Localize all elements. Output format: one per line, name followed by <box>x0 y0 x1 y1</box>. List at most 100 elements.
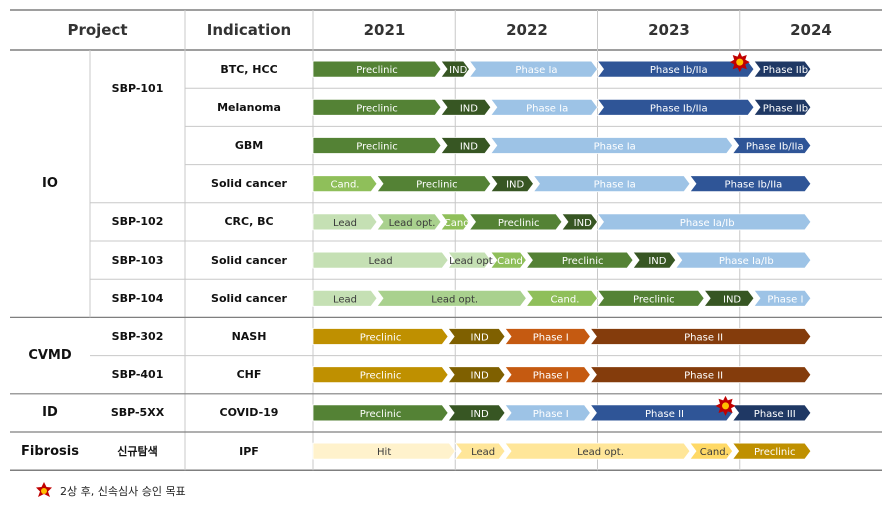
phase-label: Lead opt. <box>389 218 436 229</box>
phase-bar <box>454 442 506 460</box>
phase-label: Cand. <box>444 218 473 229</box>
phase-label: Preclinic <box>498 218 540 229</box>
phase-label: Phase IIb <box>763 65 808 76</box>
indication-label: Solid cancer <box>211 291 287 305</box>
indication-label: CHF <box>236 368 262 382</box>
phase-label: Cand. <box>331 180 360 191</box>
phase-label: Lead <box>471 447 495 458</box>
phase-bar <box>490 175 534 193</box>
phase-label: IND <box>449 65 467 76</box>
phase-label: IND <box>460 103 478 114</box>
phase-label: Phase Ib/IIa <box>725 180 783 191</box>
program-label: SBP-5XX <box>110 406 165 420</box>
program-label: 신규탐색 <box>117 445 158 459</box>
phase-bar <box>703 289 755 307</box>
group-label: IO <box>42 176 58 192</box>
phase-bar <box>312 175 378 193</box>
header-year-2022: 2022 <box>506 21 548 39</box>
phase-label: Phase I <box>767 294 803 305</box>
phase-label: Cand. <box>550 294 579 305</box>
phase-bar <box>689 175 812 193</box>
phase-bar <box>447 328 506 345</box>
legend-text: 2상 후, 신속심사 승인 목표 <box>60 485 186 498</box>
milestone-star-center <box>736 58 744 66</box>
star-icon <box>36 482 52 497</box>
phase-bar <box>596 213 812 231</box>
phase-bar <box>312 366 449 384</box>
header-year-2023: 2023 <box>648 21 690 39</box>
phase-bar <box>674 251 812 269</box>
phase-bar <box>490 137 734 154</box>
indication-label: Solid cancer <box>211 253 287 267</box>
phase-label: IND <box>648 256 666 267</box>
program-label: SBP-101 <box>111 81 164 95</box>
phase-bar <box>376 175 492 193</box>
phase-label: Phase Ia <box>594 142 636 153</box>
phase-label: IND <box>471 333 489 344</box>
phase-label: Phase III <box>754 409 796 420</box>
phase-bar <box>731 404 812 422</box>
program-label: SBP-302 <box>111 329 164 343</box>
phase-label: Preclinic <box>360 333 402 344</box>
phase-label: Phase I <box>533 409 569 420</box>
phase-bar <box>504 366 591 384</box>
phase-label: Lead <box>333 294 357 305</box>
phase-bar <box>561 213 598 231</box>
phase-label: IND <box>471 371 489 382</box>
phase-label: Preclinic <box>360 409 402 420</box>
phase-bar <box>596 289 705 307</box>
phase-bar <box>468 213 563 231</box>
header-indication: Indication <box>206 21 292 39</box>
phase-label: Preclinic <box>633 294 675 305</box>
phase-label: Cand. <box>700 447 729 458</box>
program-label: SBP-102 <box>111 215 164 229</box>
phase-label: Phase Ia/Ib <box>680 218 735 229</box>
phase-label: Lead opt. <box>577 447 624 458</box>
phase-bar <box>632 251 677 269</box>
phase-bar <box>376 213 442 231</box>
phase-bar <box>596 60 755 78</box>
phase-bar <box>447 366 506 384</box>
phase-label: Phase Ia <box>594 180 636 191</box>
milestone-stars <box>715 52 750 416</box>
phase-label: Lead opt. <box>431 294 478 305</box>
phase-label: Preclinic <box>356 103 398 114</box>
group-label: ID <box>42 405 58 421</box>
indication-label: CRC, BC <box>224 215 274 229</box>
phase-label: IND <box>460 142 478 153</box>
phase-bar <box>376 289 527 307</box>
phase-bar <box>312 137 442 154</box>
phase-bar <box>312 213 378 231</box>
phase-label: Preclinic <box>360 371 402 382</box>
phase-bar <box>525 289 598 307</box>
phase-label: Hit <box>377 447 391 458</box>
phase-bar <box>490 251 527 269</box>
phase-bar <box>468 60 598 78</box>
header-year-2024: 2024 <box>790 21 832 39</box>
phase-label: Phase II <box>645 409 684 420</box>
phase-bar <box>440 137 492 154</box>
pipeline-bars: Preclinic IND Phase Ia Phase Ib/IIa Phase II… <box>312 60 812 460</box>
phase-bar <box>312 404 449 422</box>
phase-label: Phase Ia <box>515 65 557 76</box>
group-label: Fibrosis <box>21 443 79 459</box>
phase-bar <box>504 404 591 422</box>
phase-label: Preclinic <box>356 142 398 153</box>
indication-label: COVID-19 <box>219 406 279 420</box>
phase-label: IND <box>471 409 489 420</box>
phase-label: Phase II <box>684 371 723 382</box>
phase-label: Phase I <box>533 333 569 344</box>
program-label: SBP-104 <box>111 291 164 305</box>
group-label: CVMD <box>28 348 72 364</box>
indication-label: GBM <box>234 138 264 152</box>
phase-label: Preclinic <box>754 447 796 458</box>
header-project: Project <box>67 21 128 39</box>
phase-label: Phase Ib/IIa <box>746 142 804 153</box>
phase-bar <box>504 442 691 460</box>
phase-bar <box>312 98 442 116</box>
phase-bar <box>440 98 492 116</box>
phase-label: Preclinic <box>562 256 604 267</box>
legend: 2상 후, 신속심사 승인 목표 <box>34 481 186 501</box>
phase-label: Phase I <box>533 371 569 382</box>
phase-bar <box>731 137 812 154</box>
